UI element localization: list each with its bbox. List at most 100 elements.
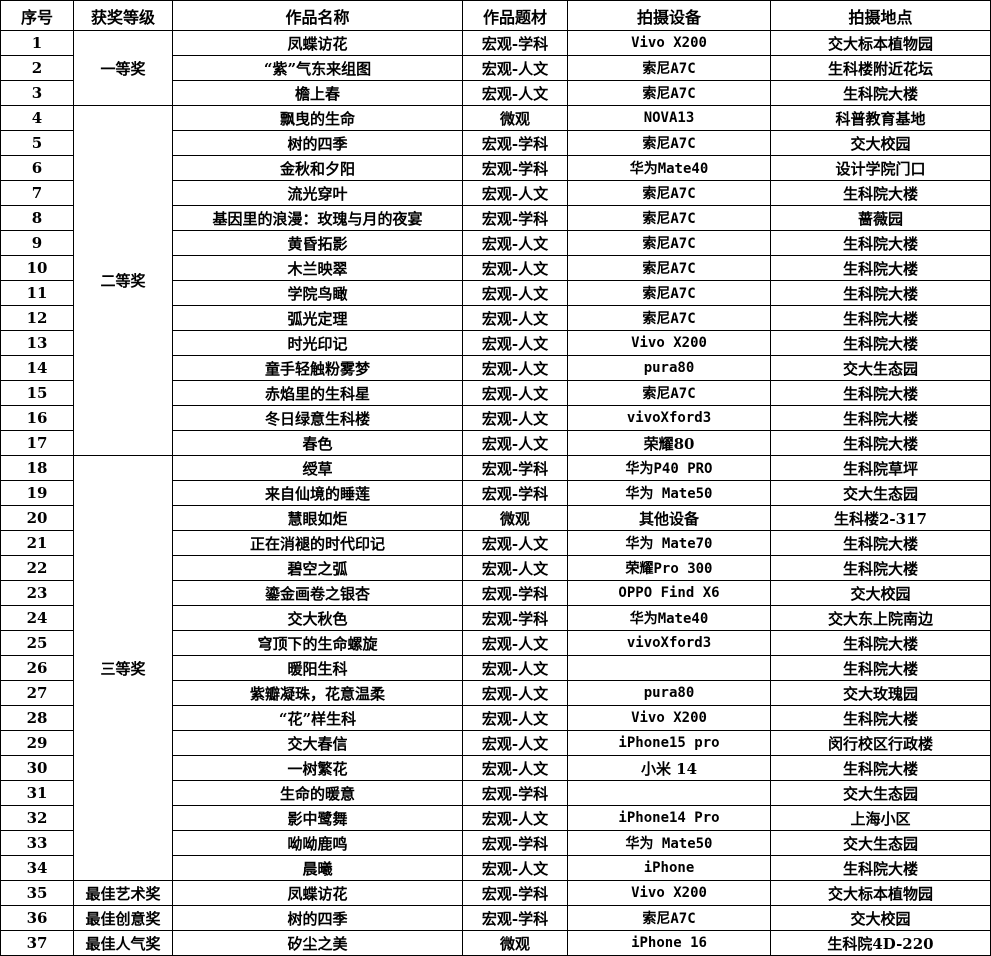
cell-location: 闵行校区行政楼 — [770, 730, 991, 756]
table-row: 5 树的四季 宏观-学科 索尼A7C 交大校园 — [0, 130, 991, 156]
cell-theme: 宏观-学科 — [462, 455, 568, 481]
cell-index: 31 — [0, 780, 74, 806]
cell-title: 木兰映翠 — [172, 255, 463, 281]
cell-title: 交大秋色 — [172, 605, 463, 631]
cell-index: 34 — [0, 855, 74, 881]
cell-theme: 宏观-学科 — [462, 30, 568, 56]
cell-index: 1 — [0, 30, 74, 56]
cell-title: 紫瓣凝珠，花意温柔 — [172, 680, 463, 706]
cell-theme: 宏观-人文 — [462, 530, 568, 556]
table-row: 37 最佳人气奖 矽尘之美 微观 iPhone 16 生科院4D-220 — [0, 930, 991, 956]
cell-title: 穹顶下的生命螺旋 — [172, 630, 463, 656]
cell-title: 暖阳生科 — [172, 655, 463, 681]
header-device: 拍摄设备 — [567, 0, 771, 31]
cell-device: 荣耀Pro 300 — [567, 555, 771, 581]
cell-device: Vivo X200 — [567, 880, 771, 906]
cell-title: 檐上春 — [172, 80, 463, 106]
cell-index: 5 — [0, 130, 74, 156]
table-row: 13 时光印记 宏观-人文 Vivo X200 生科院大楼 — [0, 330, 991, 356]
cell-index: 10 — [0, 255, 74, 281]
cell-index: 37 — [0, 930, 74, 956]
cell-index: 3 — [0, 80, 74, 106]
cell-index: 16 — [0, 405, 74, 431]
table-row: 29 交大春信 宏观-人文 iPhone15 pro 闵行校区行政楼 — [0, 730, 991, 756]
cell-theme: 宏观-学科 — [462, 480, 568, 506]
cell-location: 生科院大楼 — [770, 330, 991, 356]
cell-index: 7 — [0, 180, 74, 206]
cell-device: 华为Mate40 — [567, 605, 771, 631]
table-row: 32 影中鹭舞 宏观-人文 iPhone14 Pro 上海小区 — [0, 805, 991, 831]
cell-title: 呦呦鹿鸣 — [172, 830, 463, 856]
cell-location: 生科院草坪 — [770, 455, 991, 481]
cell-device: 索尼A7C — [567, 380, 771, 406]
cell-theme: 宏观-人文 — [462, 430, 568, 456]
cell-title: 鎏金画卷之银杏 — [172, 580, 463, 606]
cell-title: 碧空之弧 — [172, 555, 463, 581]
cell-title: 正在消褪的时代印记 — [172, 530, 463, 556]
cell-device: iPhone 16 — [567, 930, 771, 956]
cell-index: 18 — [0, 455, 74, 481]
cell-theme: 宏观-人文 — [462, 730, 568, 756]
cell-index: 9 — [0, 230, 74, 256]
cell-device: 华为 Mate50 — [567, 830, 771, 856]
cell-location: 生科院大楼 — [770, 255, 991, 281]
cell-device: 索尼A7C — [567, 305, 771, 331]
cell-theme: 宏观-学科 — [462, 830, 568, 856]
table-row: 36 最佳创意奖 树的四季 宏观-学科 索尼A7C 交大校园 — [0, 905, 991, 931]
cell-device: 索尼A7C — [567, 230, 771, 256]
cell-location: 生科院大楼 — [770, 630, 991, 656]
table-row: 18 三等奖 绶草 宏观-学科 华为P40 PRO 生科院草坪 — [0, 455, 991, 881]
cell-index: 23 — [0, 580, 74, 606]
table-row: 23 鎏金画卷之银杏 宏观-学科 OPPO Find X6 交大校园 — [0, 580, 991, 606]
cell-index: 35 — [0, 880, 74, 906]
cell-device: 索尼A7C — [567, 180, 771, 206]
cell-theme: 宏观-人文 — [462, 380, 568, 406]
cell-theme: 宏观-学科 — [462, 605, 568, 631]
table-row: 35 最佳艺术奖 凤蝶访花 宏观-学科 Vivo X200 交大标本植物园 — [0, 880, 991, 906]
header-award: 获奖等级 — [73, 0, 173, 31]
cell-location: 设计学院门口 — [770, 155, 991, 181]
cell-title: 绶草 — [172, 455, 463, 481]
cell-index: 19 — [0, 480, 74, 506]
cell-device: Vivo X200 — [567, 330, 771, 356]
cell-location: 生科楼附近花坛 — [770, 55, 991, 81]
cell-title: 来自仙境的睡莲 — [172, 480, 463, 506]
cell-index: 27 — [0, 680, 74, 706]
cell-index: 12 — [0, 305, 74, 331]
cell-theme: 宏观-学科 — [462, 580, 568, 606]
cell-award: 最佳创意奖 — [73, 905, 173, 931]
cell-device: Vivo X200 — [567, 30, 771, 56]
cell-location: 科普教育基地 — [770, 105, 991, 131]
cell-index: 26 — [0, 655, 74, 681]
table-row: 11 学院鸟瞰 宏观-人文 索尼A7C 生科院大楼 — [0, 280, 991, 306]
cell-location: 生科院大楼 — [770, 755, 991, 781]
cell-title: 凤蝶访花 — [172, 30, 463, 56]
cell-title: 凤蝶访花 — [172, 880, 463, 906]
cell-theme: 宏观-人文 — [462, 255, 568, 281]
cell-location: 生科院大楼 — [770, 855, 991, 881]
cell-theme: 宏观-学科 — [462, 905, 568, 931]
cell-device: 其他设备 — [567, 505, 771, 531]
cell-index: 28 — [0, 705, 74, 731]
cell-title: 慧眼如炬 — [172, 505, 463, 531]
cell-index: 20 — [0, 505, 74, 531]
cell-title: 树的四季 — [172, 130, 463, 156]
cell-title: 金秋和夕阳 — [172, 155, 463, 181]
table-row: 30 一树繁花 宏观-人文 小米 14 生科院大楼 — [0, 755, 991, 781]
cell-location: 生科院大楼 — [770, 555, 991, 581]
cell-index: 11 — [0, 280, 74, 306]
cell-index: 36 — [0, 905, 74, 931]
cell-device: pura80 — [567, 355, 771, 381]
table-row: 22 碧空之弧 宏观-人文 荣耀Pro 300 生科院大楼 — [0, 555, 991, 581]
cell-title: “花”样生科 — [172, 705, 463, 731]
cell-device — [567, 655, 771, 681]
cell-location: 生科楼2-317 — [770, 505, 991, 531]
table-row: 20 慧眼如炬 微观 其他设备 生科楼2-317 — [0, 505, 991, 531]
cell-theme: 宏观-人文 — [462, 330, 568, 356]
cell-index: 30 — [0, 755, 74, 781]
cell-location: 生科院大楼 — [770, 380, 991, 406]
cell-theme: 宏观-人文 — [462, 405, 568, 431]
cell-title: 晨曦 — [172, 855, 463, 881]
cell-title: 弧光定理 — [172, 305, 463, 331]
cell-device: 索尼A7C — [567, 255, 771, 281]
